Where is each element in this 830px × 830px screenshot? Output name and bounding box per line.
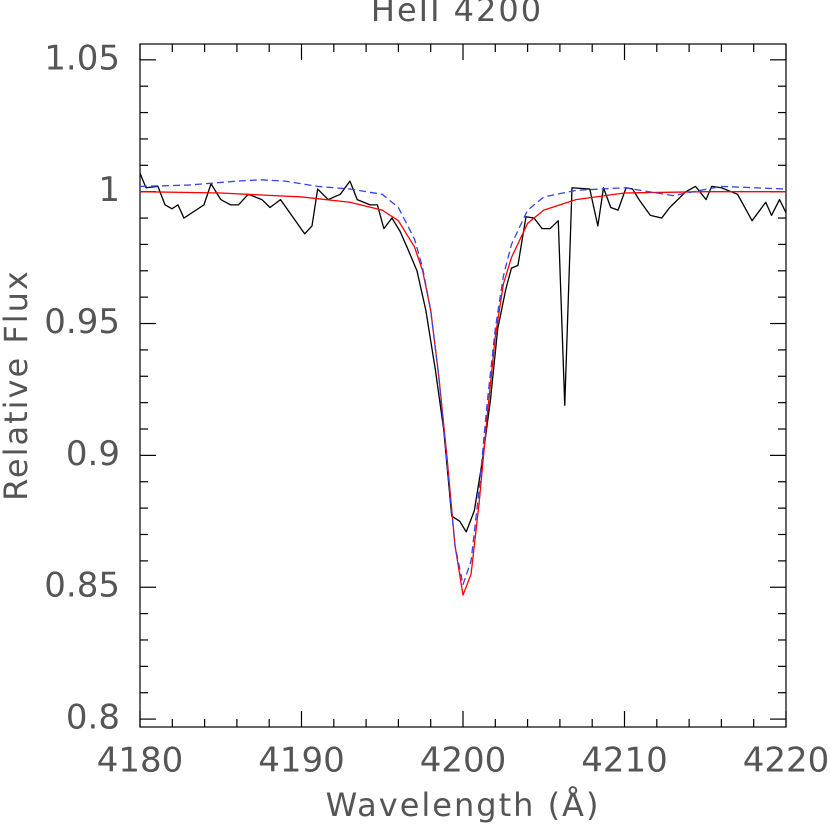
y-tick-label: 0.95 — [44, 302, 120, 342]
x-tick-label: 4190 — [258, 741, 345, 781]
line-series — [139, 191, 786, 596]
plot-frame — [139, 43, 787, 728]
y-tick-label: 0.8 — [66, 698, 120, 738]
x-tick-label: 4200 — [420, 741, 507, 781]
y-tick-label: 0.85 — [44, 566, 120, 606]
x-axis-label: Wavelength (Å) — [326, 786, 601, 824]
line-series — [139, 172, 787, 533]
x-tick-label: 4180 — [97, 741, 184, 781]
chart-title: HeII 4200 — [371, 0, 543, 29]
y-tick-label: 1 — [98, 170, 120, 210]
y-axis-label: Relative Flux — [0, 269, 35, 501]
line-series — [139, 179, 787, 586]
y-tick-label: 0.9 — [66, 434, 120, 474]
y-tick-label: 1.05 — [44, 38, 120, 78]
x-tick-label: 4220 — [743, 741, 830, 781]
x-tick-label: 4210 — [581, 741, 668, 781]
